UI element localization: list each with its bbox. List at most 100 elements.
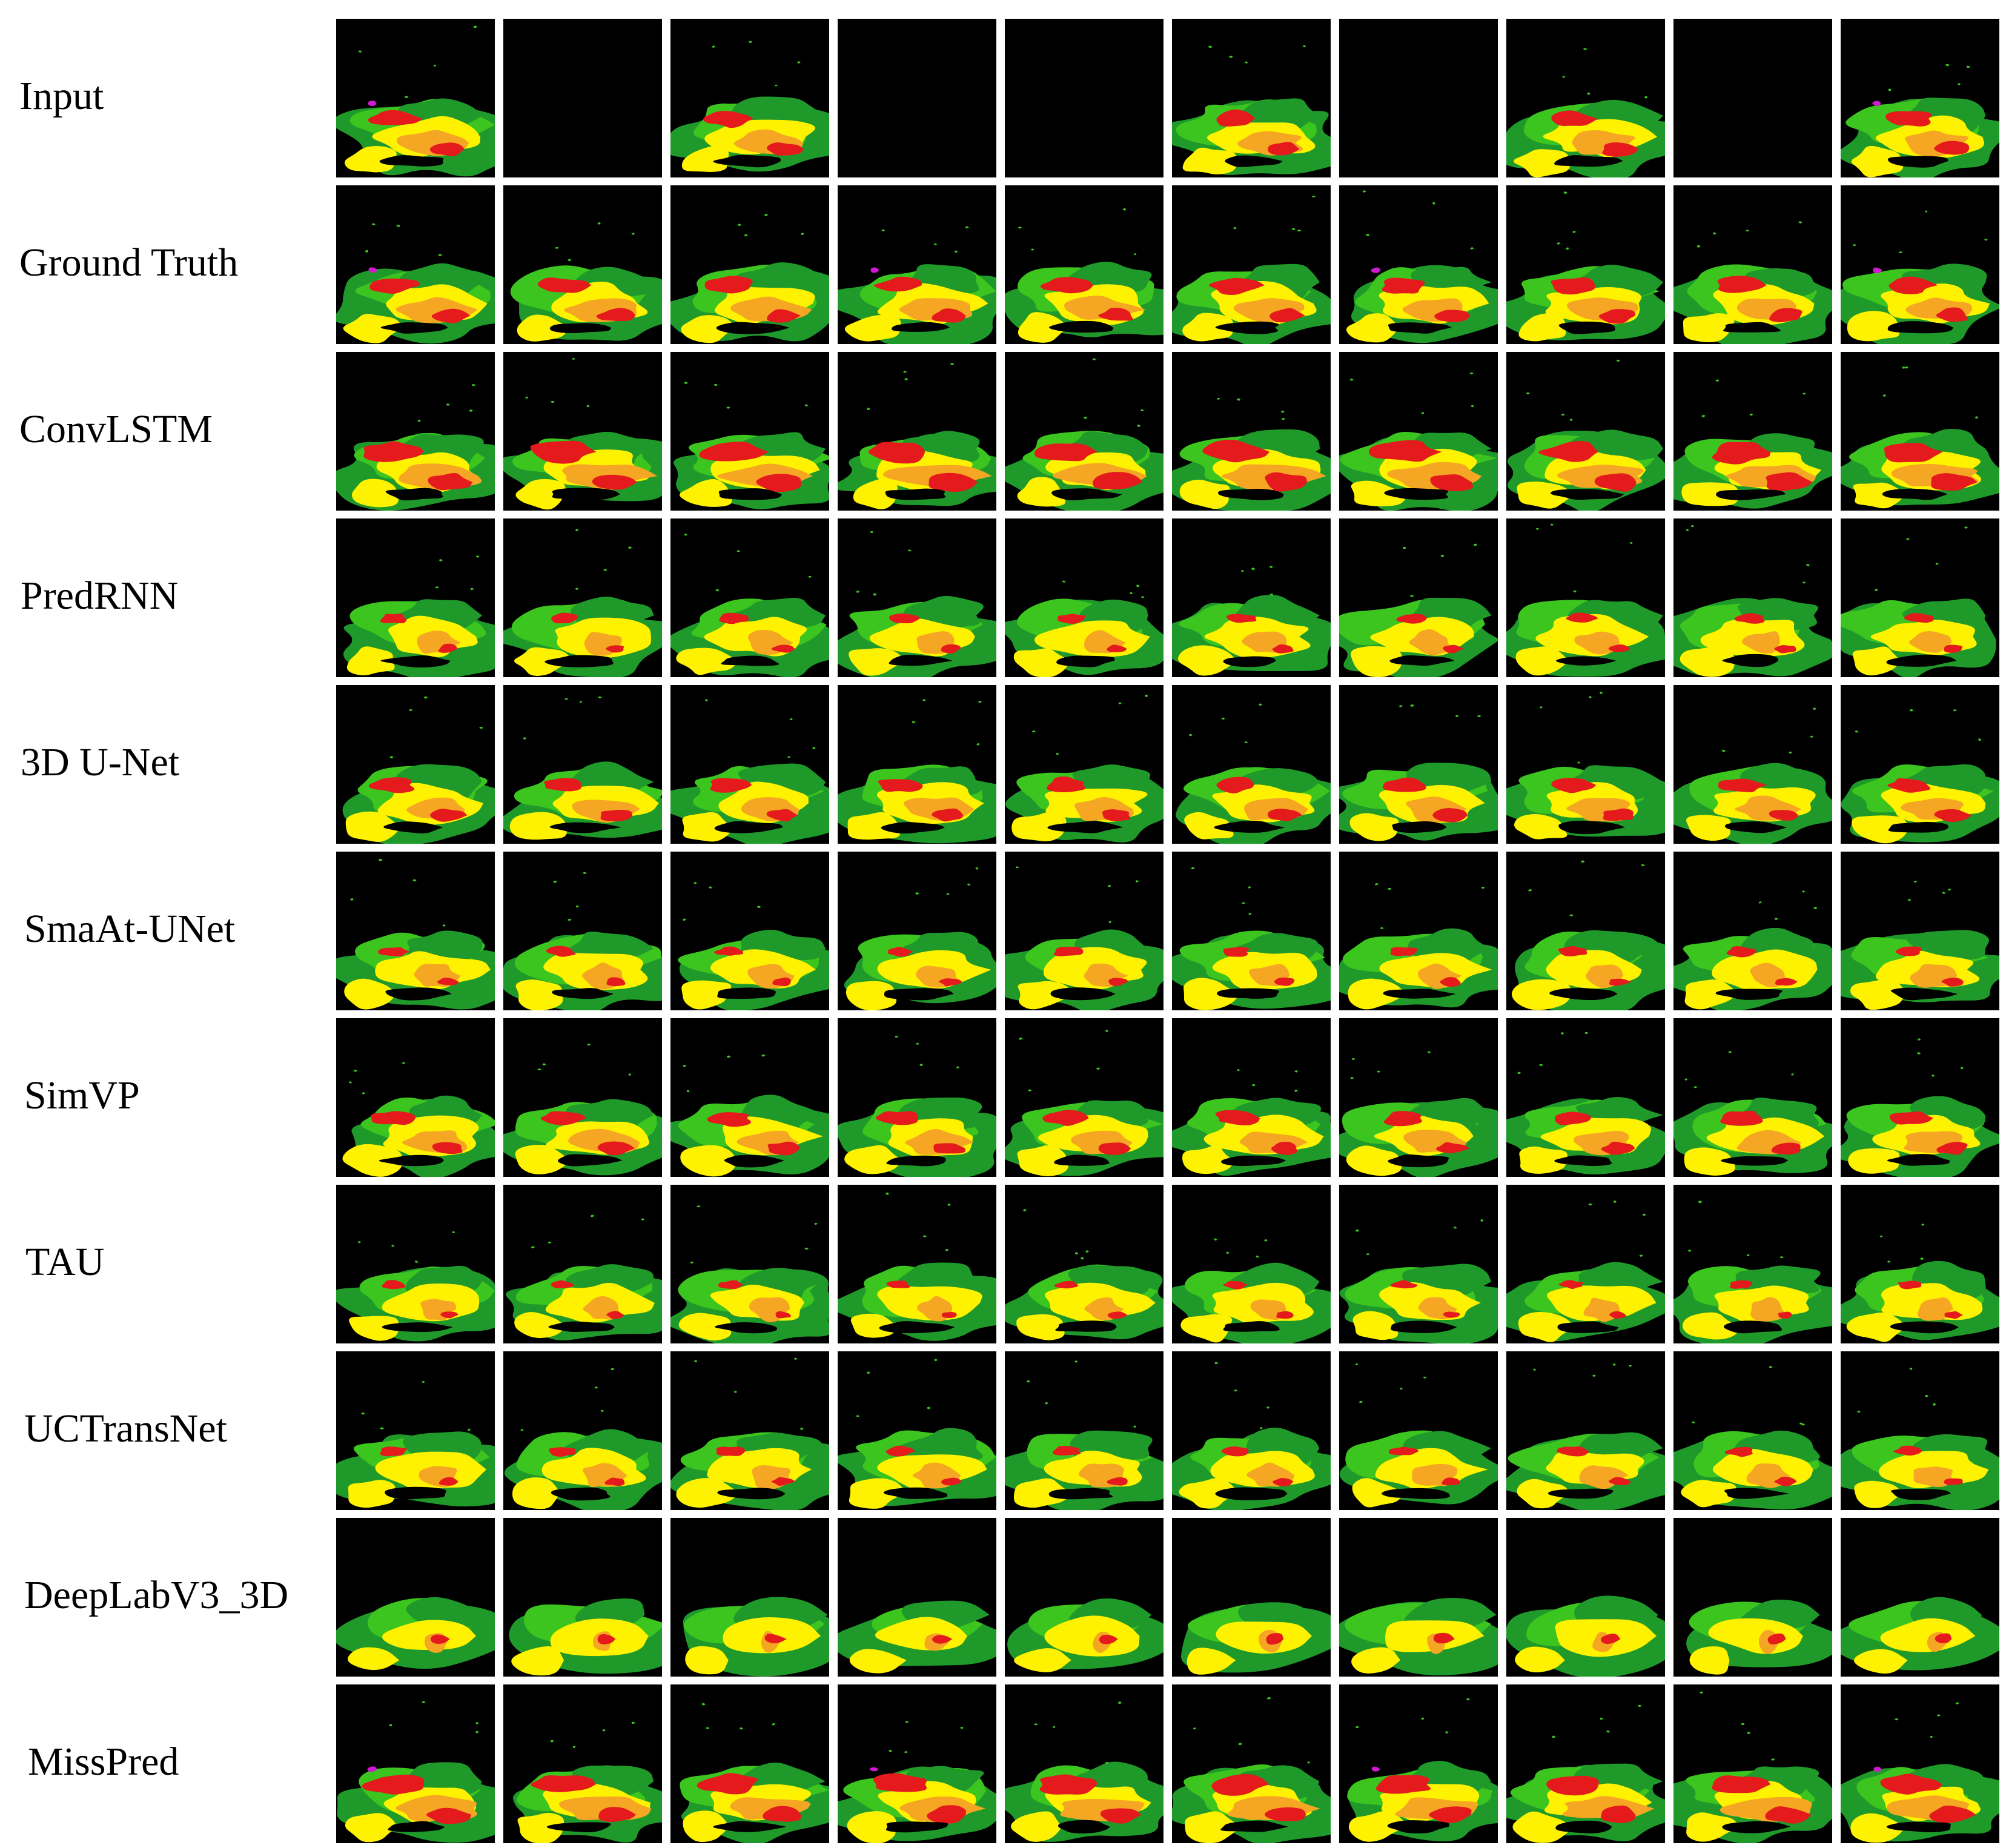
no-echo-gap [1049,320,1113,333]
red-echo [941,1477,962,1486]
red-echo [1054,1280,1078,1289]
radar-frame [1172,352,1331,511]
no-echo-gap [1384,488,1449,500]
speck-echo [1600,691,1603,694]
red-echo [887,947,913,957]
red-echo [530,440,597,464]
red-echo [1107,1477,1128,1486]
no-echo-gap [1388,1154,1449,1168]
magenta-echo [1371,1766,1380,1772]
speck-echo [1918,1038,1921,1041]
radar-frame [1841,1018,1999,1177]
speck-echo [1747,1732,1750,1734]
speck-echo [433,64,437,67]
radar-frame [1673,19,1832,177]
speck-echo [904,378,909,380]
no-echo-gap [549,822,621,833]
speck-echo [919,1064,923,1066]
radar-echo-map [1005,580,1164,677]
radar-frame [838,185,996,344]
speck-echo [1356,1229,1359,1232]
speck-echo [686,1090,690,1093]
yellow-echo [1349,813,1399,841]
red-echo [1443,644,1465,654]
no-echo-gap [713,1821,787,1832]
red-echo [875,1111,918,1125]
red-echo [380,613,407,623]
speck-echo [1118,702,1122,704]
red-echo [1269,308,1305,323]
red-echo [1268,809,1302,821]
radar-frame [670,685,829,844]
speck-echo [1644,96,1647,99]
red-echo [548,1447,577,1457]
radar-echo-map [1005,1209,1164,1340]
yellow-echo [1352,1478,1405,1508]
speck-echo [1189,734,1193,737]
yellow-echo [515,1144,571,1174]
yellow-echo [847,1811,896,1843]
row-label-9: DeepLabV3_3D [24,1573,289,1617]
radar-echo-map [336,1231,495,1342]
speck-echo [422,1701,425,1703]
red-echo [1551,778,1597,793]
speck-echo [1920,1257,1924,1260]
radar-frame [670,1018,829,1177]
speck-echo [1248,913,1252,915]
radar-echo-map [342,1062,495,1177]
yellow-echo [853,479,898,509]
radar-echo-map [1506,691,1665,840]
speck-echo [1312,196,1316,197]
speck-echo [353,1070,357,1072]
radar-echo-map [1339,1051,1498,1177]
red-echo [596,308,636,322]
yellow-echo [1517,482,1574,509]
red-echo [713,946,744,956]
radar-frame [1673,1185,1832,1343]
speck-echo [1907,899,1912,901]
red-echo [1040,277,1093,294]
yellow-echo [346,646,395,675]
yellow-echo [1511,979,1572,1010]
yellow-echo [1182,147,1239,174]
red-echo [598,1807,637,1823]
yellow-echo [685,1646,729,1675]
speck-echo [1107,884,1111,887]
radar-echo-map [1686,1599,1832,1675]
speck-echo [1749,413,1753,416]
speck-echo [1122,208,1127,211]
red-echo [437,977,459,985]
yellow-echo [515,479,566,510]
speck-echo [1453,1227,1457,1229]
red-echo [927,1805,967,1824]
radar-frame [503,518,662,677]
radar-frame [1005,852,1164,1010]
speck-echo [1813,907,1817,910]
speck-echo [1240,570,1244,572]
red-echo [1382,277,1425,294]
radar-frame [1841,518,1999,677]
magenta-echo [869,1767,879,1772]
speck-echo [1557,242,1560,245]
red-echo [1390,947,1418,956]
red-echo [1885,111,1932,127]
yellow-echo [1514,149,1571,177]
speck-echo [1812,707,1816,710]
radar-echo-map [1172,566,1331,676]
speck-echo [1477,715,1481,718]
red-echo [1557,1446,1589,1457]
speck-echo [1421,1717,1424,1720]
no-echo-gap [385,1486,447,1500]
red-echo [1546,1775,1599,1796]
red-echo [1100,1808,1142,1824]
radar-echo-map [342,696,495,844]
no-echo-gap [380,322,448,334]
red-echo [767,1141,800,1156]
speck-echo [1853,244,1856,247]
speck-echo [1690,525,1695,528]
red-echo [1931,473,1978,491]
speck-echo [1145,694,1148,697]
speck-echo [804,404,808,407]
radar-echo-map [838,19,996,177]
red-echo [1208,277,1265,296]
